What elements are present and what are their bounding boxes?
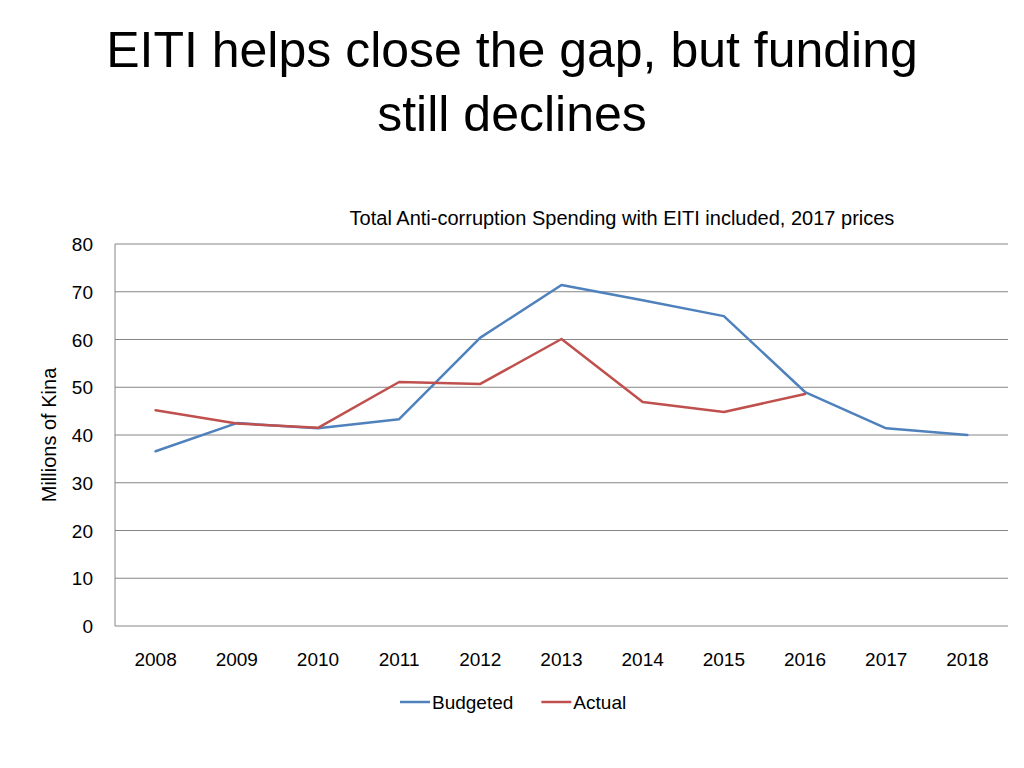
x-tick-label: 2014	[622, 649, 665, 670]
x-tick-label: 2011	[379, 649, 420, 670]
y-tick-label: 60	[72, 330, 93, 351]
grid-line	[115, 435, 1008, 436]
x-tick-label: 2008	[134, 649, 176, 670]
slide-title: EITI helps close the gap, but funding st…	[72, 18, 952, 146]
y-axis-line	[115, 244, 116, 626]
legend-label: Actual	[573, 692, 626, 713]
chart-title: Total Anti-corruption Spending with EITI…	[350, 207, 895, 229]
x-tick-label: 2012	[459, 649, 501, 670]
y-tick-label: 40	[72, 425, 93, 446]
x-tick-label: 2009	[216, 649, 258, 670]
grid-line	[115, 291, 1008, 292]
y-tick-label: 80	[72, 234, 93, 255]
y-tick-label: 0	[82, 616, 93, 637]
x-tick-label: 2017	[865, 649, 907, 670]
y-axis-label: Millions of Kina	[38, 367, 60, 502]
x-tick-label: 2013	[540, 649, 582, 670]
x-tick-label: 2010	[297, 649, 339, 670]
y-tick-label: 10	[72, 568, 93, 589]
legend: Budgeted Actual	[400, 692, 626, 713]
grid-line	[115, 387, 1008, 388]
series-line	[156, 285, 968, 451]
x-tick-label: 2015	[703, 649, 745, 670]
grid-line	[115, 626, 1008, 627]
y-tick-label: 30	[72, 473, 93, 494]
legend-label: Budgeted	[432, 692, 513, 713]
x-tick-label: 2016	[784, 649, 826, 670]
legend-swatch	[541, 701, 571, 704]
y-tick-label: 70	[72, 282, 93, 303]
grid-line	[115, 530, 1008, 531]
y-tick-label: 20	[72, 521, 93, 542]
x-tick-label: 2018	[946, 649, 988, 670]
grid-line	[115, 578, 1008, 579]
chart: Total Anti-corruption Spending with EITI…	[0, 0, 1024, 768]
grid-line	[115, 482, 1008, 483]
series-line	[156, 339, 805, 428]
plot-area	[156, 285, 968, 451]
grid-line	[115, 244, 1008, 245]
legend-swatch	[400, 701, 430, 704]
y-tick-label: 50	[72, 377, 93, 398]
